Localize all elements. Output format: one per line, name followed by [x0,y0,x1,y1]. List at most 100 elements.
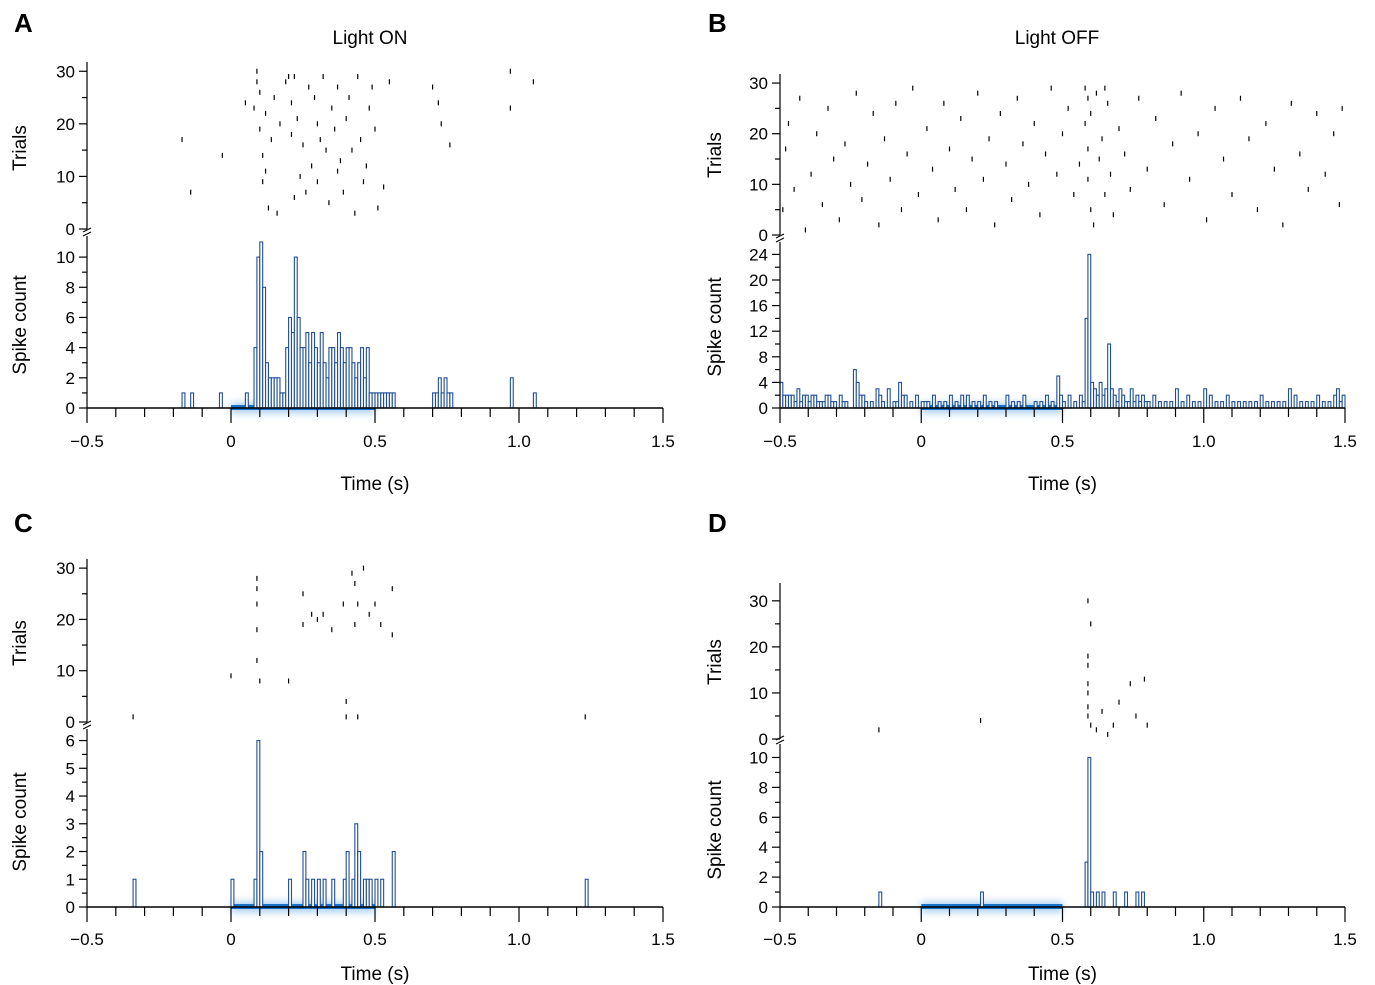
histogram-y-label: Spike count [705,780,726,880]
histogram-y-tick-label: 2 [66,843,75,862]
histogram-x-tick-label: −0.5 [763,432,797,451]
histogram-bar [509,377,514,409]
histogram-bar [1158,401,1162,409]
histogram-bar [878,891,883,908]
histogram-y-label: Spike count [705,277,726,377]
histogram-bar [244,392,249,409]
histogram-bar [931,394,936,409]
histogram-bar [1095,891,1100,908]
histogram-y-label: Spike count [10,772,31,872]
raster-plot: 0 10 20 30 Trials [10,559,586,732]
histogram-bar [965,394,970,409]
histogram-bar [1073,401,1078,409]
histogram-bar [1197,401,1202,409]
histogram-y-tick-label: 16 [749,297,768,316]
histogram-y-tick-label: 6 [66,732,75,751]
histogram-x-label: Time (s) [1028,964,1097,985]
raster-y-tick-label: 10 [56,167,75,186]
raster-plot: 0 10 20 30 Trials [705,74,1343,245]
raster-y-tick-label: 30 [749,592,768,611]
histogram-bar [1067,394,1072,409]
histogram-x-tick-label: 1.5 [1333,432,1357,451]
histogram-bar [1022,394,1027,409]
histogram-y-tick-label: 10 [56,248,75,267]
histogram-bar [374,878,379,908]
histogram-bar [1124,891,1129,908]
histogram-y-tick-label: 5 [66,759,75,778]
histogram-y-tick-label: 10 [749,748,768,767]
histogram-y-tick-label: 20 [749,271,768,290]
histogram-bar [1152,394,1157,409]
raster-y-tick-label: 10 [749,684,768,703]
histogram-bar [391,392,396,409]
panel-a: A Light ON 0 10 20 30 Trials 0 2 4 6 8 10 Spike count… [10,8,675,495]
histogram-y-tick-label: 0 [66,399,75,418]
panel-label: B [708,8,727,38]
histogram-bar [357,850,362,908]
histogram-x-tick-label: 0 [226,432,235,451]
panel-label: A [14,8,33,38]
histogram-bar [1039,401,1044,409]
histogram-x-tick-label: 0 [917,930,926,949]
histogram-bar [1050,401,1055,409]
histogram-bar [1045,394,1049,409]
histogram-bar [943,401,948,409]
histogram-y-tick-label: 4 [66,339,75,358]
histogram-x-tick-label: −0.5 [763,930,797,949]
histogram-y-tick-label: 4 [759,838,768,857]
histogram-x-tick-label: 1.5 [651,930,675,949]
histogram-x-tick-label: 1.0 [507,432,531,451]
axis-break [775,233,785,243]
histogram-bar [1237,401,1242,409]
histogram-x-tick-label: 0.5 [363,930,387,949]
histogram-bar [288,878,293,908]
histogram-bar [259,850,264,908]
histogram-y-tick-label: 1 [66,870,75,889]
histogram-y-tick-label: 24 [749,245,768,264]
histogram-bar [1135,891,1140,908]
histogram-bar [937,401,942,409]
histogram-bar [1163,401,1168,409]
raster-y-tick-label: 0 [66,220,75,239]
histogram-bar [886,388,891,409]
histogram-x-tick-label: −0.5 [70,432,104,451]
histogram-bar [1248,401,1253,409]
axis-break [82,720,92,730]
histogram-bar [1087,756,1092,908]
histogram-x-tick-label: 0.5 [363,432,387,451]
histogram-y-tick-label: 2 [66,369,75,388]
histogram-x-label: Time (s) [341,964,410,985]
histogram-bar [915,394,919,409]
histogram-bar [331,878,336,908]
histogram-bar [132,878,137,908]
raster-y-tick-label: 20 [56,610,75,629]
histogram-bar [1259,394,1264,409]
panel-title: Light ON [333,28,408,49]
histogram-x-label: Time (s) [341,474,410,495]
raster-y-tick-label: 0 [759,226,768,245]
histogram-bar [1265,401,1270,409]
histogram-x-tick-label: 0.5 [1051,930,1075,949]
histogram-bar [1304,401,1309,409]
histogram-y-tick-label: 4 [759,373,768,392]
histogram-bar [1174,388,1179,409]
axis-break [775,735,785,745]
histogram-x-tick-label: 1.5 [651,432,675,451]
histogram-y-tick-label: 8 [759,778,768,797]
histogram-bar [1321,401,1326,409]
histogram-bar [1341,394,1346,409]
histogram-x-tick-label: 1.0 [1192,930,1216,949]
histogram-bar [1101,891,1106,908]
histogram-bar [1293,394,1298,409]
histogram-bar [1276,401,1281,409]
histogram-y-tick-label: 0 [759,399,768,418]
histogram-bar [532,392,537,409]
histogram-y-tick-label: 4 [66,787,75,806]
histogram-bar [909,401,914,409]
histogram-bar [368,878,373,908]
axis-break [82,227,92,237]
histogram-bar [971,401,976,409]
histogram-bar [1112,891,1117,908]
histogram-y-tick-label: 0 [66,898,75,917]
